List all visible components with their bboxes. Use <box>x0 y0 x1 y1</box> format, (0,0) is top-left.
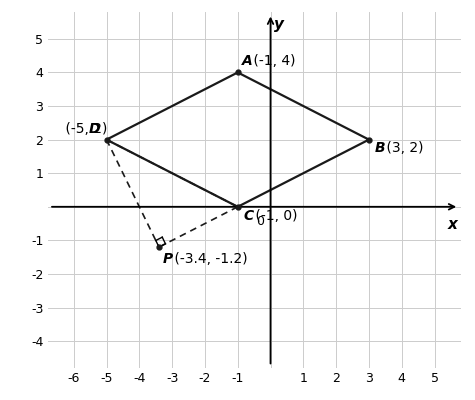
Text: y: y <box>275 17 285 32</box>
Text: (-1, 0): (-1, 0) <box>251 210 297 224</box>
Text: B: B <box>375 141 385 155</box>
Text: x: x <box>447 217 457 232</box>
Text: A: A <box>242 54 252 68</box>
Text: (3, 2): (3, 2) <box>382 141 424 155</box>
Text: (-3.4, -1.2): (-3.4, -1.2) <box>170 252 248 266</box>
Text: P: P <box>163 252 173 266</box>
Text: (-1, 4): (-1, 4) <box>249 54 295 68</box>
Text: C: C <box>244 210 254 224</box>
Text: (-5, 2): (-5, 2) <box>61 122 108 136</box>
Text: D: D <box>89 122 101 136</box>
Text: 0: 0 <box>256 215 265 228</box>
